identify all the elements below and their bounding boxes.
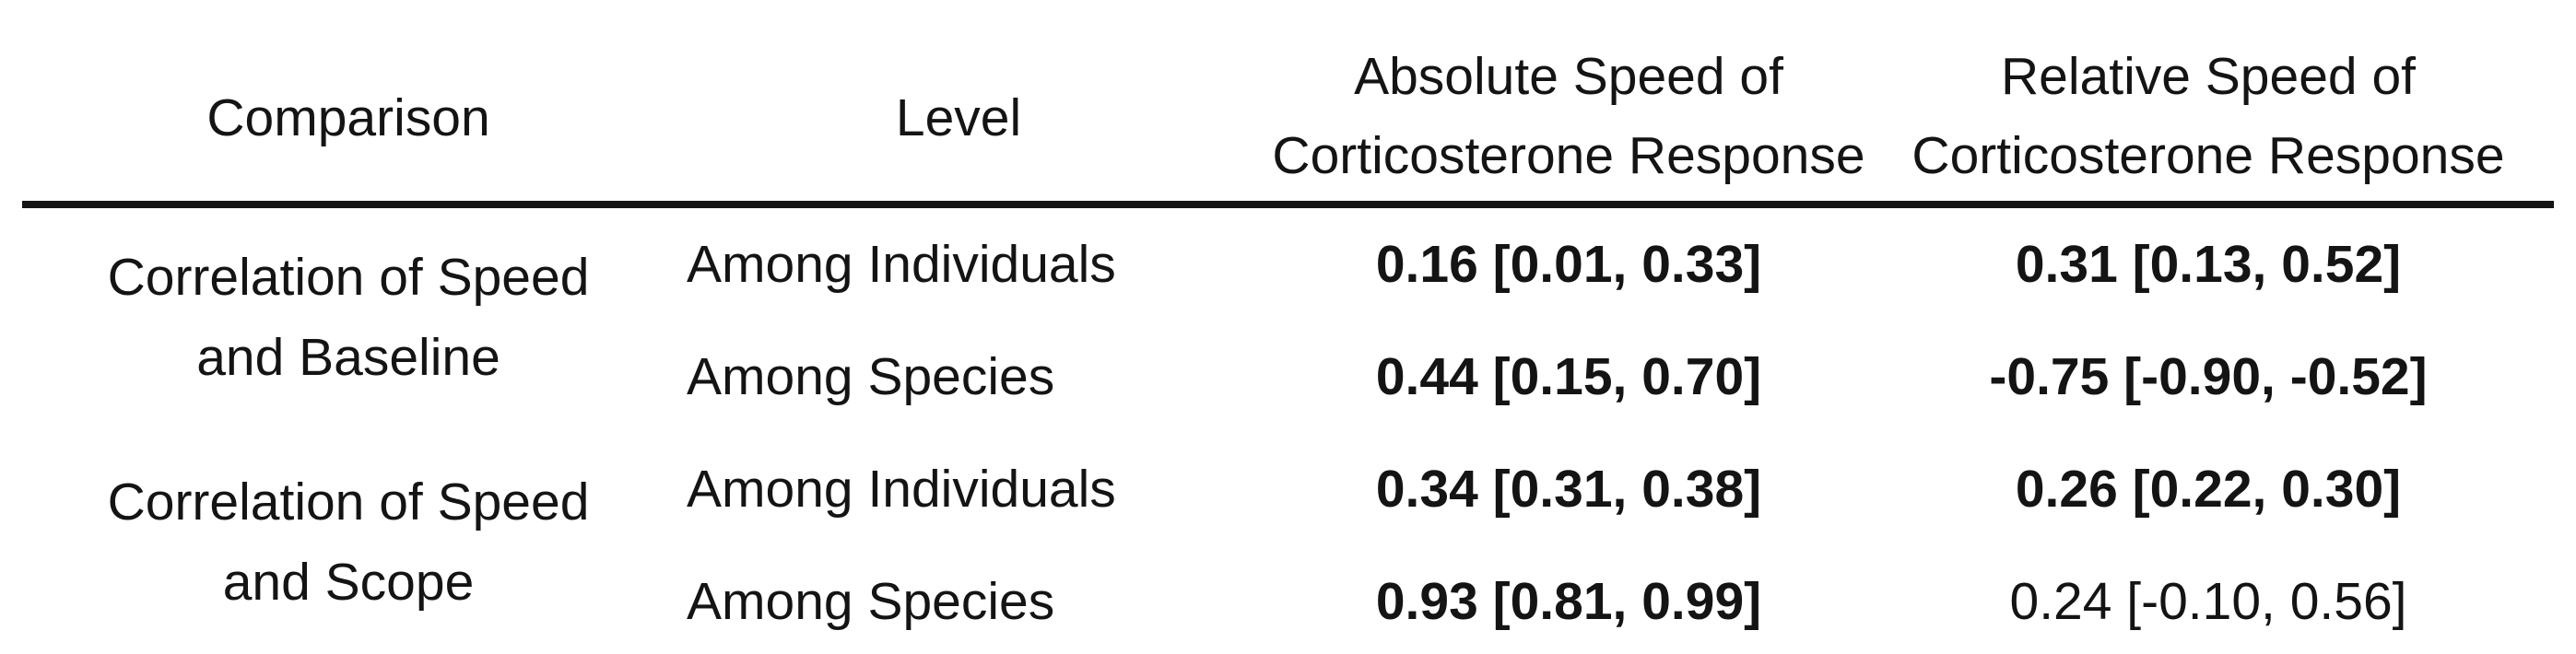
header-comparison: Comparison xyxy=(206,88,490,147)
absolute-value-cell: 0.16 [0.01, 0.33] xyxy=(1375,235,1762,294)
header-relative-line1: Relative Speed of xyxy=(2001,47,2416,106)
header-absolute-line1: Absolute Speed of xyxy=(1354,47,1783,106)
level-cell: Among Individuals xyxy=(687,235,1116,294)
header-relative-line2: Corticosterone Response xyxy=(1911,126,2505,185)
group-label-speed-scope-line1: Correlation of Speed xyxy=(107,473,590,531)
header-absolute-line2: Corticosterone Response xyxy=(1272,126,1865,185)
group-label-speed-baseline-line1: Correlation of Speed xyxy=(107,248,590,307)
relative-value-cell: 0.24 [-0.10, 0.56] xyxy=(2009,572,2407,631)
absolute-value-cell: 0.44 [0.15, 0.70] xyxy=(1375,347,1762,406)
group-label-speed-scope-line2: and Scope xyxy=(222,553,475,612)
absolute-value-cell: 0.34 [0.31, 0.38] xyxy=(1375,460,1762,519)
level-cell: Among Individuals xyxy=(687,460,1116,519)
level-cell: Among Species xyxy=(687,347,1055,406)
relative-value-cell: 0.26 [0.22, 0.30] xyxy=(2015,460,2402,519)
relative-value-cell: -0.75 [-0.90, -0.52] xyxy=(1989,347,2428,406)
header-rule xyxy=(22,201,2554,208)
absolute-value-cell: 0.93 [0.81, 0.99] xyxy=(1375,572,1762,631)
group-label-speed-baseline-line2: and Baseline xyxy=(196,328,500,387)
relative-value-cell: 0.31 [0.13, 0.52] xyxy=(2015,235,2402,294)
header-level: Level xyxy=(895,88,1022,147)
level-cell: Among Species xyxy=(687,572,1055,631)
